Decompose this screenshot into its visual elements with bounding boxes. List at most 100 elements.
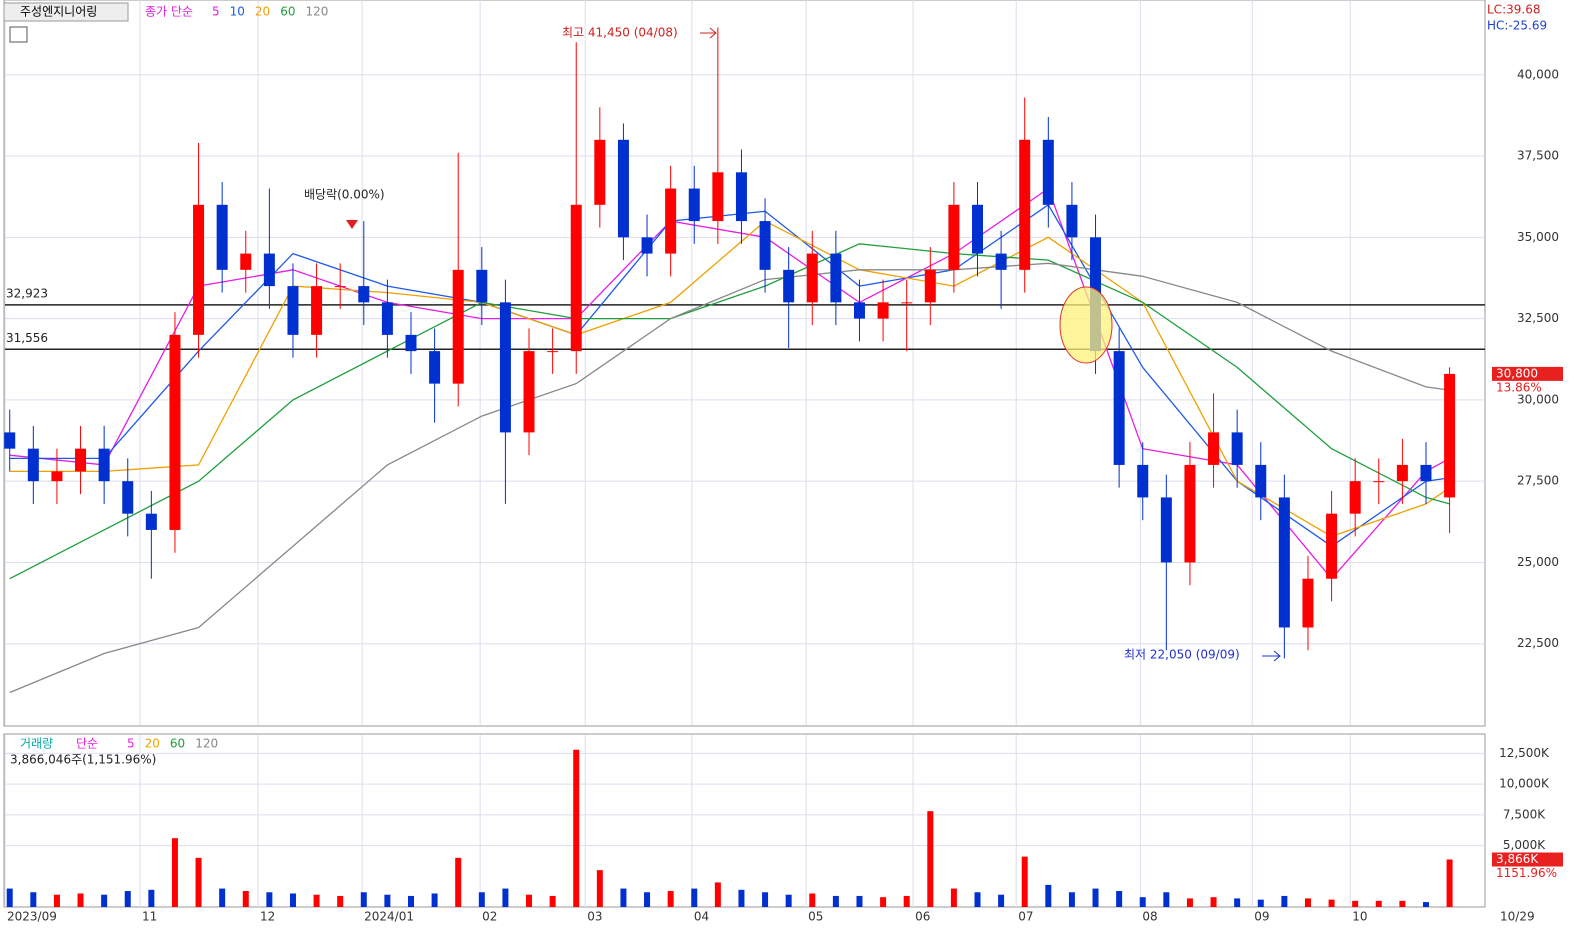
- candle-body: [145, 513, 157, 530]
- volume-legend-entry: 5: [127, 737, 135, 751]
- x-tick-label: 08: [1142, 910, 1157, 924]
- candle-body: [1184, 464, 1196, 563]
- candle-body: [1208, 432, 1220, 465]
- volume-change-label: 1151.96%: [1496, 866, 1557, 880]
- legend-label: 종가 단순: [145, 5, 193, 19]
- volume-bar: [1257, 899, 1264, 907]
- x-tick-label: 2024/01: [364, 910, 414, 924]
- candle-body: [594, 139, 606, 205]
- legend-entry: 120: [305, 5, 328, 19]
- volume-bar: [171, 838, 178, 907]
- x-tick-label: 07: [1018, 910, 1033, 924]
- candle-body: [429, 351, 441, 384]
- volume-bar: [124, 891, 131, 907]
- candle-body: [995, 253, 1007, 270]
- volume-bar: [407, 895, 414, 907]
- y-tick-label: 37,500: [1517, 149, 1559, 163]
- volume-bar: [974, 892, 981, 907]
- volume-bar: [77, 893, 84, 907]
- last-volume-label: 3,866K: [1496, 852, 1539, 866]
- table-icon[interactable]: [9, 26, 28, 43]
- candle-body: [405, 334, 417, 352]
- volume-bar: [101, 894, 108, 907]
- volume-bar: [1139, 897, 1146, 907]
- candle-body: [1113, 351, 1125, 465]
- candle-body: [452, 269, 464, 384]
- y-tick-label: 22,500: [1517, 636, 1559, 650]
- volume-tick-label: 12,500K: [1499, 746, 1550, 760]
- volume-bar: [691, 888, 698, 907]
- highlight-ellipse: [1059, 286, 1113, 364]
- low-annotation: 최저 22,050 (09/09): [1124, 648, 1240, 662]
- x-tick-label: 2023/09: [7, 910, 57, 924]
- candle-body: [122, 481, 134, 514]
- volume-bar: [478, 892, 485, 907]
- candle-body: [4, 432, 16, 449]
- x-tick-label: 10: [1352, 910, 1367, 924]
- x-tick-label: 09: [1254, 910, 1269, 924]
- volume-legend-entry: 60: [170, 737, 185, 751]
- volume-bar: [526, 894, 533, 907]
- candle-body: [499, 302, 511, 433]
- candle-body: [263, 253, 275, 287]
- volume-bar: [1186, 898, 1193, 907]
- candle-body: [1042, 139, 1054, 205]
- last-date: 10/29: [1500, 910, 1535, 924]
- candle-body: [735, 172, 747, 222]
- volume-bar: [1328, 899, 1335, 907]
- volume-bar: [573, 749, 580, 907]
- volume-bar: [832, 895, 839, 907]
- title-tab[interactable]: [3, 2, 129, 22]
- volume-bar: [620, 888, 627, 907]
- candle-body: [311, 286, 323, 335]
- volume-bar: [6, 888, 13, 907]
- high-annotation: 최고 41,450 (04/08): [562, 26, 678, 40]
- price-frame: [3, 0, 1486, 727]
- last-volume-box: [1492, 852, 1563, 867]
- candle-body: [1349, 481, 1361, 514]
- candle-body: [1326, 513, 1338, 579]
- candle-body: [901, 302, 913, 304]
- volume-bar: [549, 895, 556, 907]
- candle-body: [1160, 497, 1172, 563]
- volume-bar: [431, 893, 438, 907]
- volume-bar: [1068, 892, 1075, 907]
- candle-body: [1066, 204, 1078, 238]
- volume-tick-label: 5,000K: [1503, 838, 1546, 852]
- candle-body: [1255, 464, 1267, 498]
- dividend-marker: [346, 220, 358, 229]
- volume-bar: [1234, 898, 1241, 907]
- x-tick-label: 03: [587, 910, 602, 924]
- volume-bar: [1210, 897, 1217, 907]
- volume-bar: [266, 892, 273, 907]
- candle-body: [688, 188, 700, 222]
- volume-bar: [785, 894, 792, 907]
- volume-bar: [1045, 884, 1052, 907]
- volume-bar: [242, 891, 249, 907]
- volume-bar: [1375, 900, 1382, 907]
- candle-body: [193, 204, 205, 335]
- candle-body: [1396, 464, 1408, 482]
- volume-bar: [1399, 900, 1406, 907]
- x-tick-label: 04: [694, 910, 709, 924]
- candle-body: [523, 351, 535, 433]
- candle-body: [358, 286, 370, 303]
- y-tick-label: 32,500: [1517, 311, 1559, 325]
- volume-bar: [148, 889, 155, 907]
- hc-label: HC:-25.69: [1487, 19, 1547, 33]
- candle-body: [1373, 481, 1385, 483]
- candle-body: [948, 204, 960, 270]
- x-tick-label: 02: [482, 910, 497, 924]
- volume-bar: [856, 895, 863, 907]
- volume-bar: [1446, 859, 1453, 907]
- candle-body: [98, 448, 110, 482]
- volume-bar: [337, 895, 344, 907]
- candle-body: [570, 204, 582, 352]
- candle-body: [287, 286, 299, 335]
- lc-label: LC:39.68: [1487, 3, 1540, 17]
- x-tick-label: 06: [915, 910, 930, 924]
- volume-bar: [219, 888, 226, 907]
- candle-body: [1019, 139, 1031, 270]
- volume-bar: [998, 894, 1005, 907]
